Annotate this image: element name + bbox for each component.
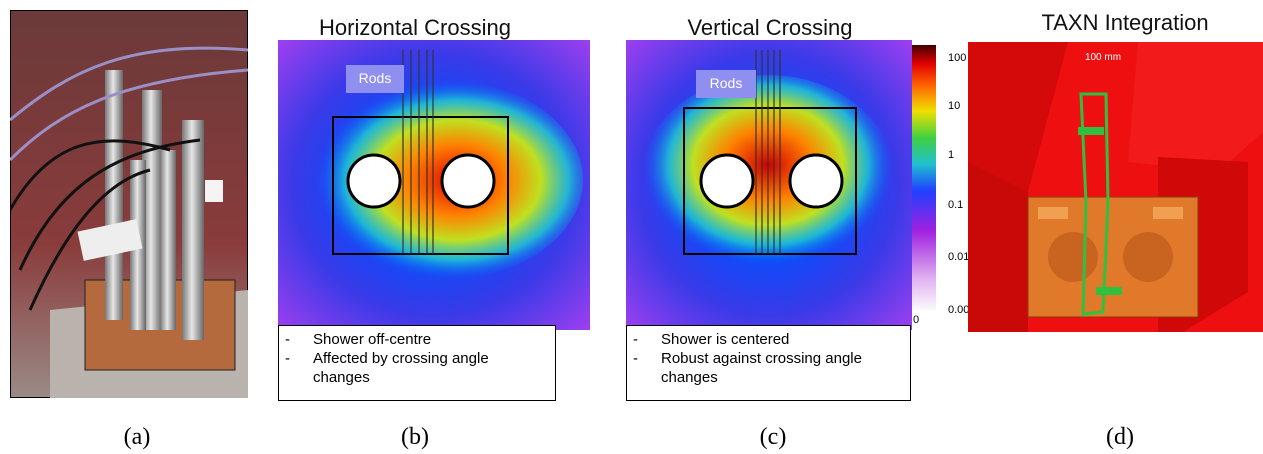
colorbar-label: 100 [948,52,966,64]
panel-label: (b) [375,424,455,451]
notes: -Shower is centered -Robust against cros… [626,325,911,401]
bullet: - [285,349,313,387]
colorbar-label: 0 [913,314,919,326]
panel-label: (c) [733,424,813,451]
panel-title: Horizontal Crossing [265,15,565,41]
bullet: - [633,330,661,349]
colorbar-label: 0.1 [948,199,963,211]
notes: -Shower off-centre -Affected by crossing… [278,325,556,401]
note: Shower is centered [661,330,789,349]
panel-title: Vertical Crossing [620,15,920,41]
colorbar-label: 10 [948,100,960,112]
panel-label: (a) [97,424,177,451]
note: Shower off-centre [313,330,431,349]
colorbar-label: 0.01 [948,251,969,263]
heatmap: Rods [626,40,912,330]
heatmap: Rods [278,40,590,330]
rods-label: Rods [710,75,743,91]
bullet: - [633,349,661,387]
figure: (a) Horizontal Crossing Rods -Shower off… [0,0,1263,454]
panel-label: (d) [1080,424,1160,451]
panel-title: TAXN Integration [1000,10,1250,36]
note: Robust against crossing angle changes [661,349,904,387]
note: Affected by crossing angle changes [313,349,549,387]
bullet: - [285,330,313,349]
annotation: 100 mm [1085,52,1121,63]
colorbar [912,45,936,310]
colorbar-label: 1 [948,149,954,161]
cad-render: 100 mm [968,42,1263,332]
photo [10,10,248,398]
rods-label: Rods [359,70,392,86]
